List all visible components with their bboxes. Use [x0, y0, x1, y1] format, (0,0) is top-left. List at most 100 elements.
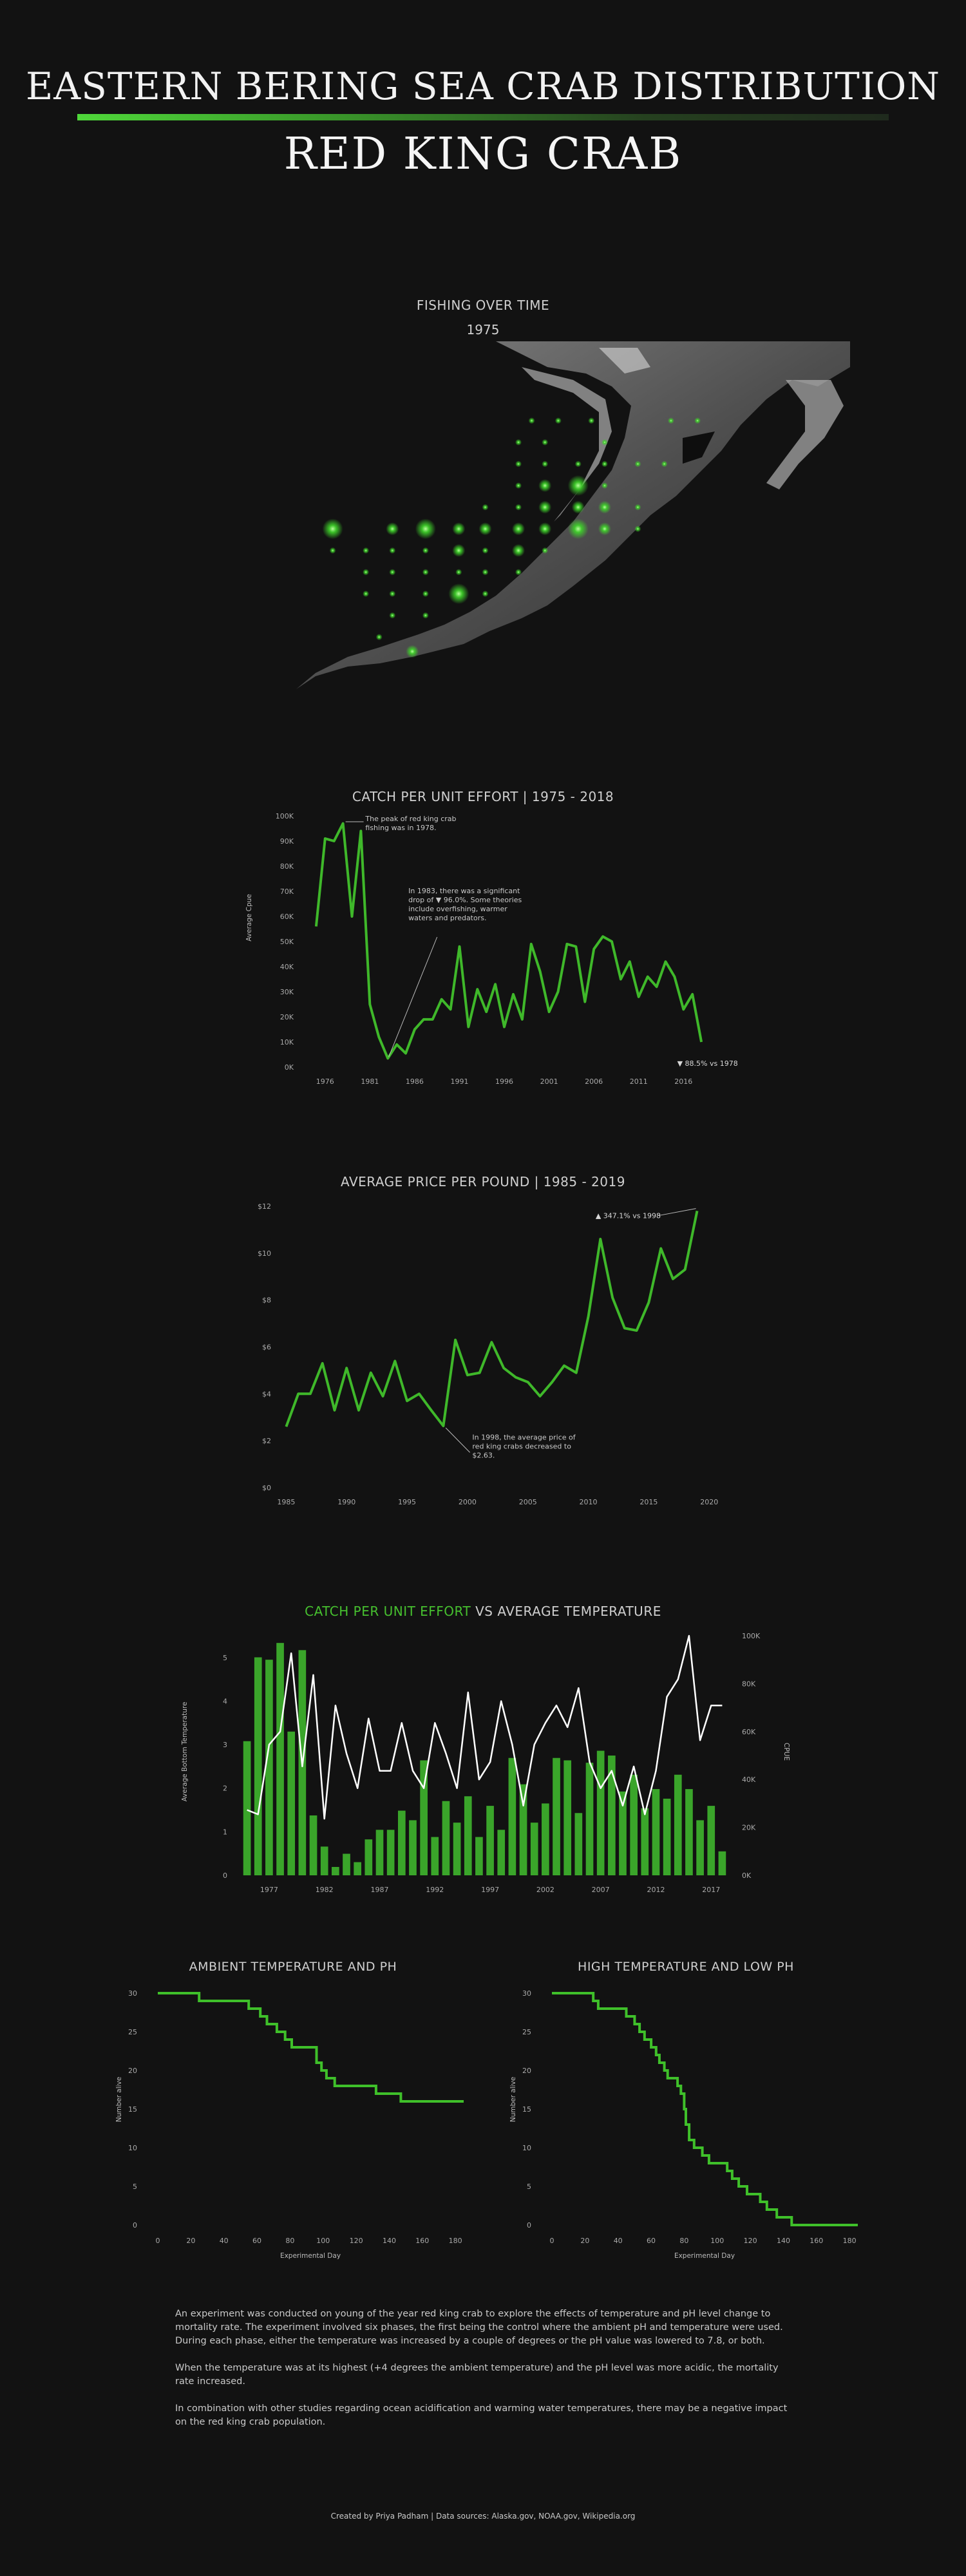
- price-point[interactable]: [284, 1425, 288, 1428]
- combo-temp-point[interactable]: [576, 1686, 580, 1690]
- survival-point[interactable]: [737, 2185, 740, 2188]
- cpue-point[interactable]: [502, 1025, 506, 1029]
- combo-temp-point[interactable]: [709, 1703, 713, 1707]
- cpue-point[interactable]: [529, 942, 533, 946]
- cpue-point[interactable]: [350, 914, 354, 918]
- cpue-point[interactable]: [637, 995, 641, 999]
- price-point[interactable]: [502, 1366, 506, 1370]
- price-point[interactable]: [393, 1359, 397, 1363]
- combo-bar[interactable]: [442, 1801, 450, 1875]
- price-line-chart[interactable]: $0 $2 $4 $6 $8 $10 $12 1985 1990 1995 2000 2005 201…: [245, 1195, 753, 1510]
- cpue-point[interactable]: [681, 1007, 685, 1011]
- combo-bar[interactable]: [508, 1757, 516, 1875]
- price-point[interactable]: [453, 1338, 457, 1342]
- combo-bar[interactable]: [696, 1820, 704, 1875]
- price-point[interactable]: [381, 1394, 385, 1398]
- cpue-point[interactable]: [592, 947, 596, 951]
- combo-bar[interactable]: [265, 1660, 273, 1875]
- combo-temp-point[interactable]: [676, 1678, 680, 1681]
- combo-bar[interactable]: [332, 1866, 339, 1875]
- survival-point[interactable]: [658, 2061, 661, 2064]
- combo-bar[interactable]: [630, 1774, 638, 1875]
- combo-bar[interactable]: [542, 1803, 549, 1875]
- survival-point[interactable]: [315, 2061, 317, 2064]
- cpue-point[interactable]: [538, 970, 542, 974]
- combo-bar[interactable]: [354, 1862, 362, 1875]
- survival-point[interactable]: [775, 2208, 778, 2211]
- combo-temp-point[interactable]: [289, 1651, 293, 1655]
- combo-bar[interactable]: [596, 1750, 605, 1875]
- price-point[interactable]: [321, 1361, 325, 1365]
- combo-temp-point[interactable]: [411, 1769, 415, 1773]
- cpue-point[interactable]: [404, 1052, 408, 1056]
- survival-point[interactable]: [746, 2185, 748, 2188]
- combo-temp-point[interactable]: [654, 1769, 658, 1773]
- cpue-point[interactable]: [413, 1028, 417, 1032]
- combo-temp-point[interactable]: [488, 1760, 492, 1764]
- survival-point[interactable]: [625, 2007, 628, 2010]
- survival-point[interactable]: [597, 2000, 600, 2002]
- combo-bar[interactable]: [530, 1823, 538, 1875]
- combo-temp-point[interactable]: [366, 1717, 370, 1721]
- combo-temp-point[interactable]: [433, 1721, 437, 1725]
- combo-bar[interactable]: [641, 1808, 649, 1875]
- combo-bar[interactable]: [619, 1791, 627, 1875]
- cpue-point[interactable]: [484, 1010, 488, 1014]
- combo-bar[interactable]: [475, 1837, 483, 1875]
- combo-temp-point[interactable]: [720, 1703, 724, 1707]
- combo-temp-point[interactable]: [665, 1695, 669, 1699]
- combo-temp-point[interactable]: [400, 1721, 404, 1725]
- crab-distribution-map[interactable]: [187, 341, 850, 702]
- combo-temp-point[interactable]: [588, 1760, 592, 1764]
- survival-point[interactable]: [655, 2054, 658, 2056]
- price-point[interactable]: [296, 1392, 300, 1396]
- survival-point[interactable]: [198, 2000, 200, 2002]
- cpue-point[interactable]: [628, 960, 632, 963]
- survival-point[interactable]: [633, 2015, 636, 2018]
- price-point[interactable]: [623, 1326, 627, 1330]
- price-point[interactable]: [611, 1296, 614, 1300]
- survival-point[interactable]: [759, 2201, 762, 2203]
- cpue-point[interactable]: [457, 945, 461, 949]
- combo-bar[interactable]: [409, 1820, 417, 1875]
- cpue-point[interactable]: [520, 1018, 524, 1021]
- survival-point[interactable]: [731, 2177, 734, 2180]
- survival-point[interactable]: [276, 2023, 278, 2025]
- cpue-point[interactable]: [368, 1003, 372, 1007]
- combo-temp-point[interactable]: [554, 1703, 558, 1707]
- combo-bar[interactable]: [453, 1823, 461, 1875]
- survival-point[interactable]: [731, 2170, 734, 2172]
- cpue-point[interactable]: [440, 998, 444, 1001]
- combo-bar[interactable]: [663, 1798, 671, 1875]
- survival-point[interactable]: [759, 2193, 762, 2195]
- combo-bar[interactable]: [464, 1796, 472, 1875]
- combo-temp-point[interactable]: [565, 1725, 569, 1729]
- survival-point[interactable]: [688, 2139, 690, 2141]
- survival-point[interactable]: [643, 2031, 646, 2033]
- survival-point[interactable]: [551, 1992, 553, 1994]
- price-point[interactable]: [357, 1408, 361, 1412]
- combo-temp-point[interactable]: [422, 1786, 426, 1790]
- combo-temp-point[interactable]: [389, 1769, 393, 1773]
- combo-temp-point[interactable]: [522, 1804, 526, 1808]
- combo-temp-point[interactable]: [355, 1786, 359, 1790]
- survival-point[interactable]: [399, 2100, 402, 2103]
- price-point[interactable]: [430, 1408, 433, 1412]
- combo-bar[interactable]: [607, 1756, 616, 1875]
- combo-bar[interactable]: [309, 1815, 317, 1875]
- cpue-point[interactable]: [547, 1010, 551, 1014]
- survival-point[interactable]: [259, 2007, 261, 2010]
- cpue-point[interactable]: [377, 1035, 381, 1039]
- survival-point[interactable]: [676, 2077, 679, 2079]
- survival-point[interactable]: [701, 2146, 704, 2149]
- survival-point[interactable]: [693, 2146, 696, 2149]
- survival-point[interactable]: [375, 2092, 377, 2095]
- combo-temp-point[interactable]: [621, 1804, 625, 1808]
- combo-bar[interactable]: [553, 1757, 560, 1875]
- combo-bar[interactable]: [574, 1813, 583, 1875]
- survival-point[interactable]: [766, 2201, 768, 2203]
- price-point[interactable]: [574, 1371, 578, 1375]
- survival-point[interactable]: [290, 2038, 293, 2041]
- survival-point[interactable]: [655, 2046, 658, 2049]
- survival-point[interactable]: [592, 2000, 594, 2002]
